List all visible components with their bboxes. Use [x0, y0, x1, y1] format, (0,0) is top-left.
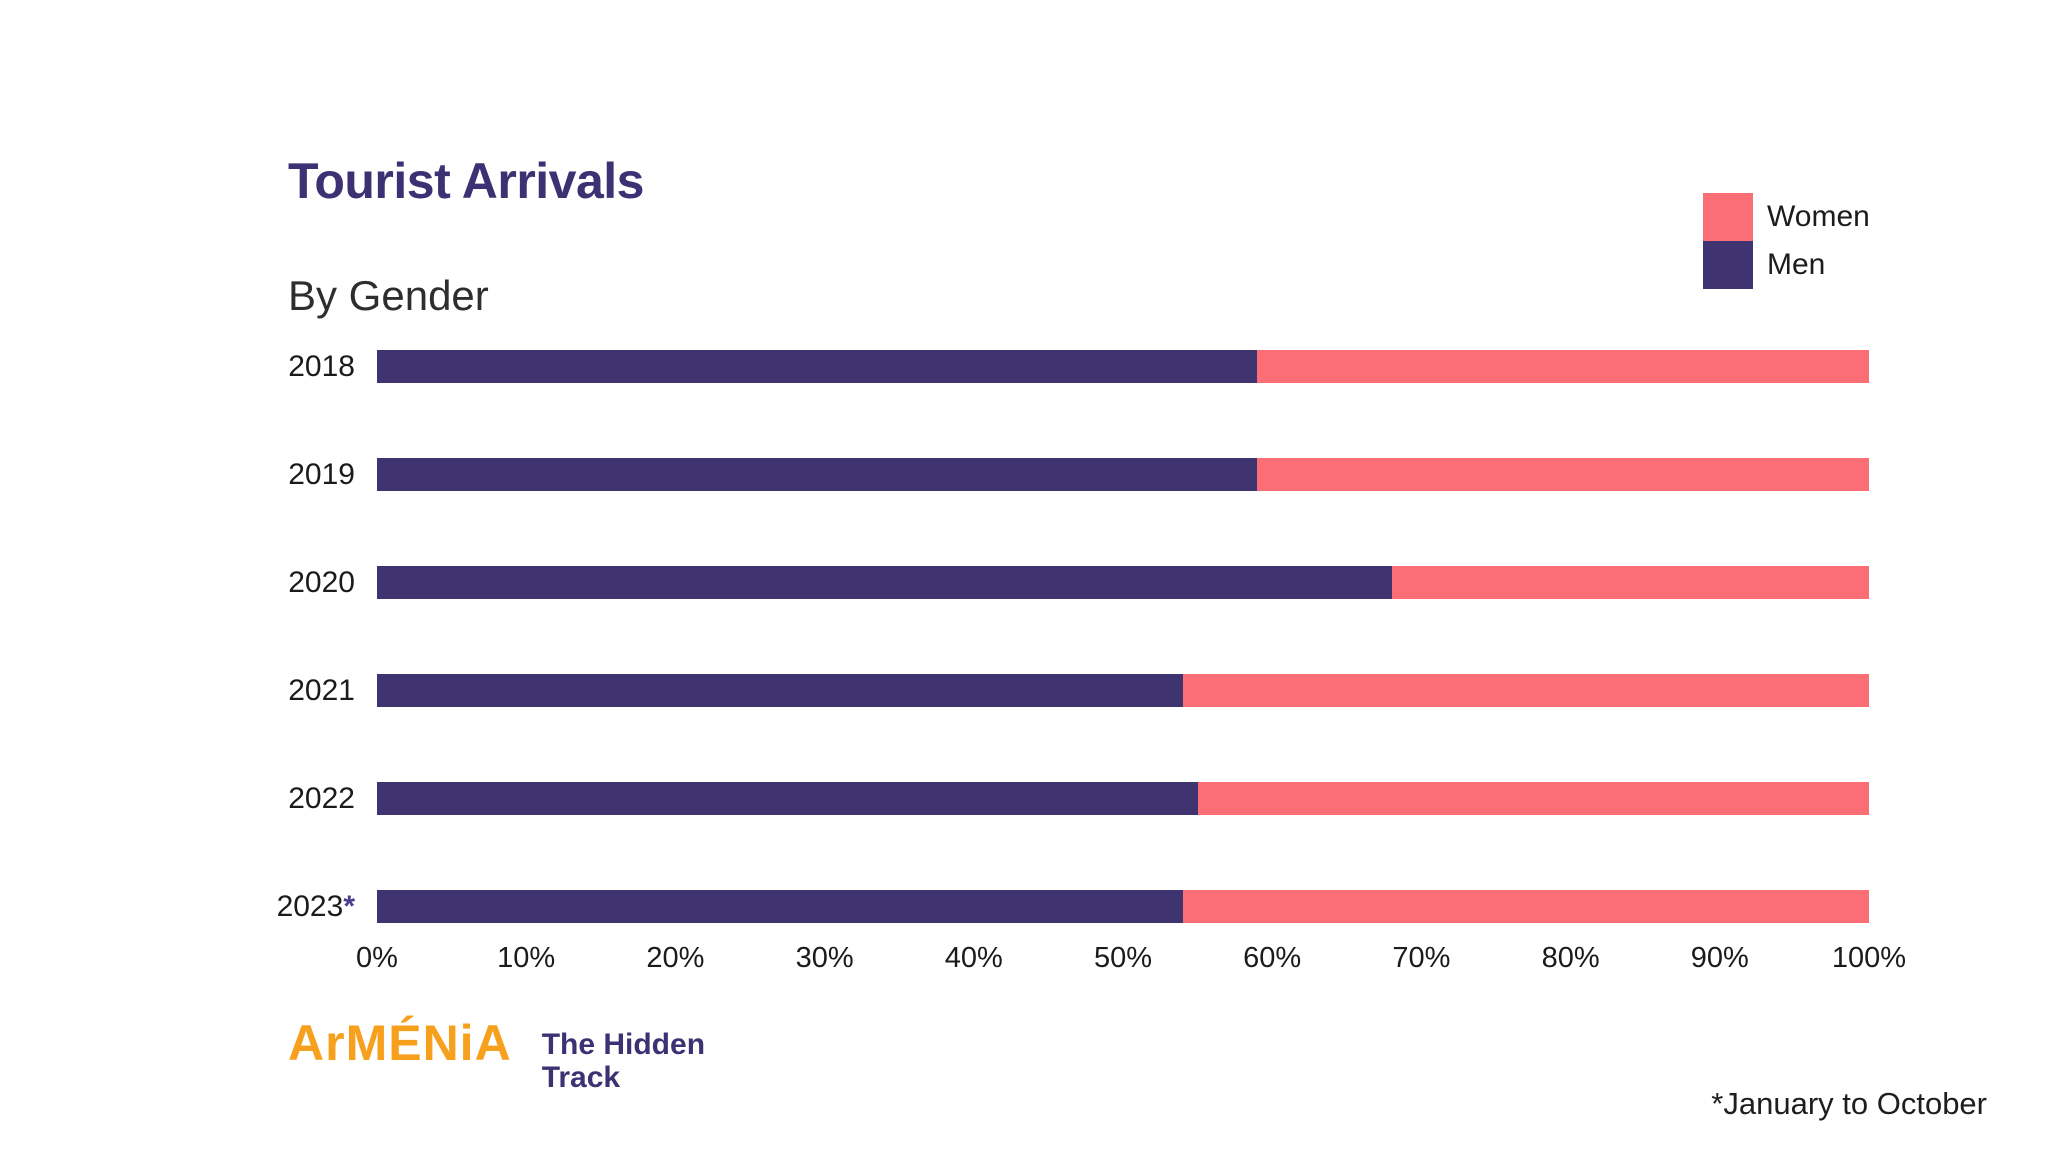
- chart-row-2023: 2023*: [222, 890, 1869, 923]
- bar-track: [377, 566, 1869, 599]
- bar-segment-women-2022: [1197, 782, 1869, 815]
- bar-segment-men-2018: [377, 350, 1258, 383]
- legend-label: Women: [1767, 200, 1870, 233]
- chart-row-2019: 2019: [222, 458, 1869, 491]
- y-label: 2020: [288, 566, 355, 599]
- chart-row-2020: 2020: [222, 566, 1869, 599]
- x-tick-100: 100%: [1831, 942, 1907, 974]
- bar-segment-men-2021: [377, 674, 1183, 707]
- chart-subtitle: By Gender: [288, 272, 489, 319]
- x-tick-60: 60%: [1243, 942, 1302, 974]
- legend-item-women: Women: [1703, 193, 1870, 241]
- bar-segment-men-2019: [377, 458, 1258, 491]
- logo-tagline-line1: The Hidden: [541, 1028, 706, 1061]
- logo-tagline-line2: Track: [541, 1061, 621, 1094]
- legend-swatch-men: [1703, 241, 1753, 289]
- bar-track: [377, 674, 1869, 707]
- logo-tagline: The Hidden Track: [542, 1018, 705, 1094]
- legend-label: Men: [1767, 248, 1826, 281]
- bar-segment-women-2021: [1182, 674, 1869, 707]
- bar-track: [377, 458, 1869, 491]
- y-label: 2018: [288, 350, 355, 383]
- bar-segment-men-2023: [377, 890, 1183, 923]
- bar-rows: 2018 2019 2020 2021 2022 2023*: [222, 350, 1869, 923]
- x-tick-10: 10%: [497, 942, 556, 974]
- x-tick-80: 80%: [1541, 942, 1600, 974]
- logo-wordmark: ArMÉNiA: [288, 1015, 512, 1071]
- brand-logo: ArMÉNiA The Hidden Track: [288, 1018, 705, 1094]
- bar-segment-women-2020: [1391, 566, 1869, 599]
- chart-row-2022: 2022: [222, 782, 1869, 815]
- x-axis: 0% 10% 20% 30% 40% 50% 60% 70% 80% 90% 100%: [356, 942, 1906, 978]
- x-tick-30: 30%: [795, 942, 854, 974]
- bar-segment-men-2022: [377, 782, 1198, 815]
- x-tick-20: 20%: [646, 942, 705, 974]
- legend: Women Men: [1703, 193, 1870, 289]
- bar-track: [377, 350, 1869, 383]
- chart-row-2021: 2021: [222, 674, 1869, 707]
- legend-swatch-women: [1703, 193, 1753, 241]
- chart-row-2018: 2018: [222, 350, 1869, 383]
- y-label: 2022: [288, 782, 355, 815]
- footnote-asterisk: *: [343, 890, 355, 923]
- x-tick-70: 70%: [1392, 942, 1451, 974]
- y-label: 2023*: [276, 890, 355, 923]
- bar-segment-women-2023: [1182, 890, 1869, 923]
- bar-track: [377, 890, 1869, 923]
- bar-track: [377, 782, 1869, 815]
- bar-segment-men-2020: [377, 566, 1392, 599]
- x-tick-0: 0%: [356, 942, 398, 974]
- y-label: 2019: [288, 458, 355, 491]
- x-tick-40: 40%: [944, 942, 1003, 974]
- y-label: 2021: [288, 674, 355, 707]
- legend-item-men: Men: [1703, 241, 1870, 289]
- x-tick-50: 50%: [1093, 942, 1153, 974]
- x-tick-90: 90%: [1690, 942, 1749, 974]
- bar-segment-women-2019: [1257, 458, 1869, 491]
- chart-title: Tourist Arrivals: [288, 153, 645, 209]
- footnote: *January to October: [1711, 1086, 1987, 1121]
- bar-segment-women-2018: [1257, 350, 1869, 383]
